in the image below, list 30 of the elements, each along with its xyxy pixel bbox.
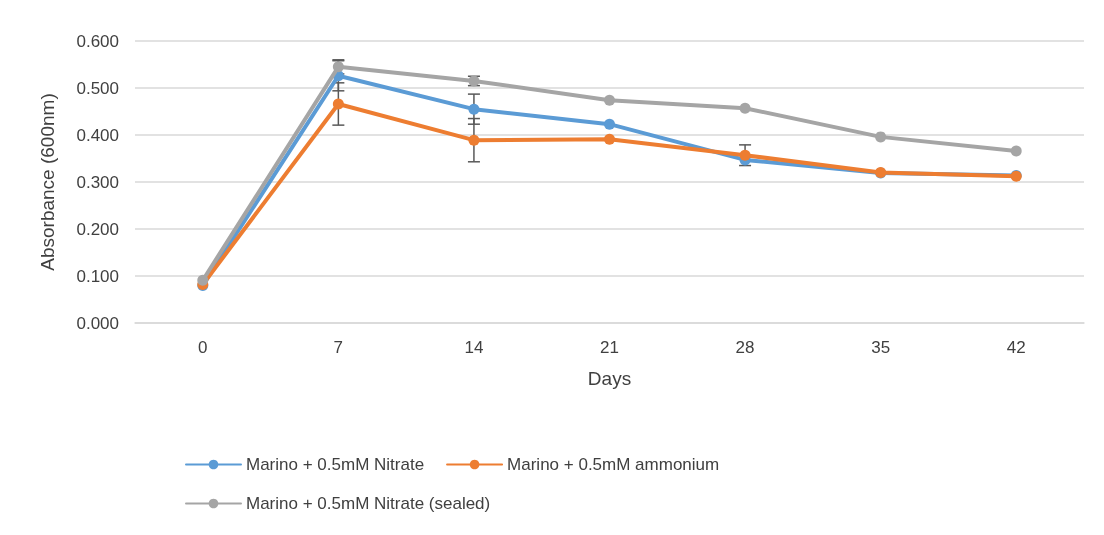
x-tick-label: 35 xyxy=(871,338,891,357)
x-tick-label: 0 xyxy=(198,338,208,357)
point xyxy=(875,131,887,143)
x-tick-label: 28 xyxy=(735,338,755,357)
point xyxy=(604,94,615,106)
point xyxy=(1010,145,1022,157)
point xyxy=(468,134,480,146)
x-tick-label: 7 xyxy=(333,338,344,357)
point xyxy=(739,102,751,114)
point xyxy=(197,274,209,286)
legend-label: Marino + 0.5mM ammonium xyxy=(507,455,720,474)
x-tick-label: 42 xyxy=(1006,338,1026,357)
y-tick-label: 0.400 xyxy=(76,125,119,145)
point xyxy=(739,149,751,161)
x-tick-label: 21 xyxy=(600,338,619,357)
y-tick-label: 0.300 xyxy=(76,172,119,192)
point xyxy=(604,118,615,130)
legend-label: Marino + 0.5mM Nitrate (sealed) xyxy=(246,494,491,513)
x-axis-title: Days xyxy=(587,368,632,389)
y-tick-label: 0.600 xyxy=(76,31,119,51)
legend-label: Marino + 0.5mM Nitrate xyxy=(246,455,425,474)
y-axis-title: Absorbance (600nm) xyxy=(37,93,58,271)
y-tick-label: 0.000 xyxy=(76,313,119,333)
x-tick-label: 14 xyxy=(464,338,484,357)
point xyxy=(468,103,480,115)
y-tick-label: 0.100 xyxy=(76,266,119,286)
point xyxy=(604,133,615,145)
y-tick-label: 0.500 xyxy=(76,78,119,98)
point xyxy=(332,98,344,110)
y-tick-label: 0.200 xyxy=(76,219,119,239)
